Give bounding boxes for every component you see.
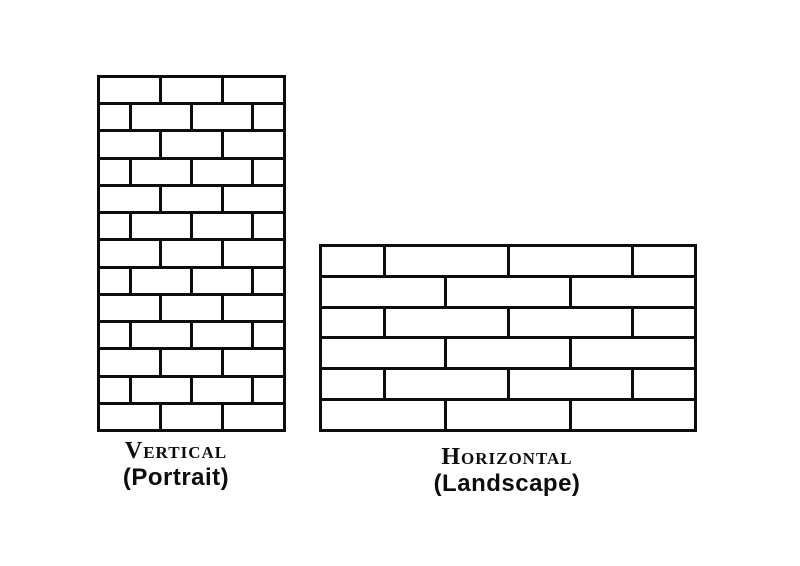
brick (100, 404, 159, 430)
half-brick (254, 105, 283, 130)
brick-row (100, 268, 283, 293)
caption-portrait: Vertical (Portrait) (66, 438, 286, 492)
brick (132, 105, 190, 130)
caption-landscape: Horizontal (Landscape) (397, 444, 617, 498)
brick (100, 78, 159, 103)
brick (162, 404, 221, 430)
brick-row (322, 401, 694, 429)
brick-row (100, 241, 283, 266)
brick (224, 78, 283, 103)
brick (509, 370, 631, 399)
brick (447, 401, 569, 429)
brick (385, 370, 507, 399)
half-brick (322, 247, 383, 275)
half-brick (254, 214, 283, 239)
half-brick (633, 308, 694, 337)
brick (132, 323, 190, 348)
brick (224, 350, 283, 375)
brick (322, 401, 444, 429)
brick (322, 277, 444, 306)
half-brick (254, 377, 283, 402)
half-brick (100, 159, 129, 184)
brick-row (100, 78, 283, 103)
brick (224, 295, 283, 321)
half-brick (254, 159, 283, 184)
half-brick (254, 268, 283, 293)
brick-row (100, 214, 283, 239)
brick (162, 186, 221, 212)
brick (509, 308, 631, 337)
brick (162, 132, 221, 157)
portrait-label: Vertical (124, 438, 228, 464)
brick (132, 377, 190, 402)
brick-row (100, 404, 283, 430)
brick (162, 78, 221, 103)
brick (224, 186, 283, 212)
brick (132, 214, 190, 239)
brick (447, 339, 569, 368)
brick (100, 186, 159, 212)
brick (193, 323, 251, 348)
brick-row (100, 295, 283, 321)
landscape-sublabel: (Landscape) (433, 470, 581, 497)
brick-row (100, 132, 283, 157)
half-brick (254, 323, 283, 348)
brick-row (100, 186, 283, 212)
brick (322, 339, 444, 368)
brick-row (322, 308, 694, 337)
brick-row (100, 323, 283, 348)
brick (162, 295, 221, 321)
brick-row (322, 247, 694, 275)
brick (100, 241, 159, 266)
brick (572, 277, 694, 306)
brick (224, 241, 283, 266)
brick (193, 214, 251, 239)
brick (132, 268, 190, 293)
brick (162, 350, 221, 375)
brick (447, 277, 569, 306)
brick (193, 159, 251, 184)
brick (162, 241, 221, 266)
portrait-sublabel: (Portrait) (122, 464, 230, 491)
half-brick (100, 323, 129, 348)
brick (509, 247, 631, 275)
half-brick (100, 214, 129, 239)
half-brick (633, 247, 694, 275)
half-brick (633, 370, 694, 399)
brick-row (100, 105, 283, 130)
half-brick (100, 105, 129, 130)
brick (100, 132, 159, 157)
brick (224, 132, 283, 157)
brick (385, 308, 507, 337)
half-brick (322, 370, 383, 399)
half-brick (322, 308, 383, 337)
brick-row (100, 159, 283, 184)
brick (572, 401, 694, 429)
brick (193, 268, 251, 293)
brick-row (322, 370, 694, 399)
brick-row (322, 339, 694, 368)
brick-wall-landscape (319, 244, 697, 432)
brick (224, 404, 283, 430)
half-brick (100, 268, 129, 293)
brick (193, 377, 251, 402)
brick (385, 247, 507, 275)
half-brick (100, 377, 129, 402)
landscape-label: Horizontal (441, 444, 573, 470)
brick (100, 295, 159, 321)
brick (132, 159, 190, 184)
brick (100, 350, 159, 375)
brick-row (322, 277, 694, 306)
brick (572, 339, 694, 368)
brick (193, 105, 251, 130)
brick-row (100, 377, 283, 402)
brick-wall-portrait (97, 75, 286, 432)
brick-row (100, 350, 283, 375)
